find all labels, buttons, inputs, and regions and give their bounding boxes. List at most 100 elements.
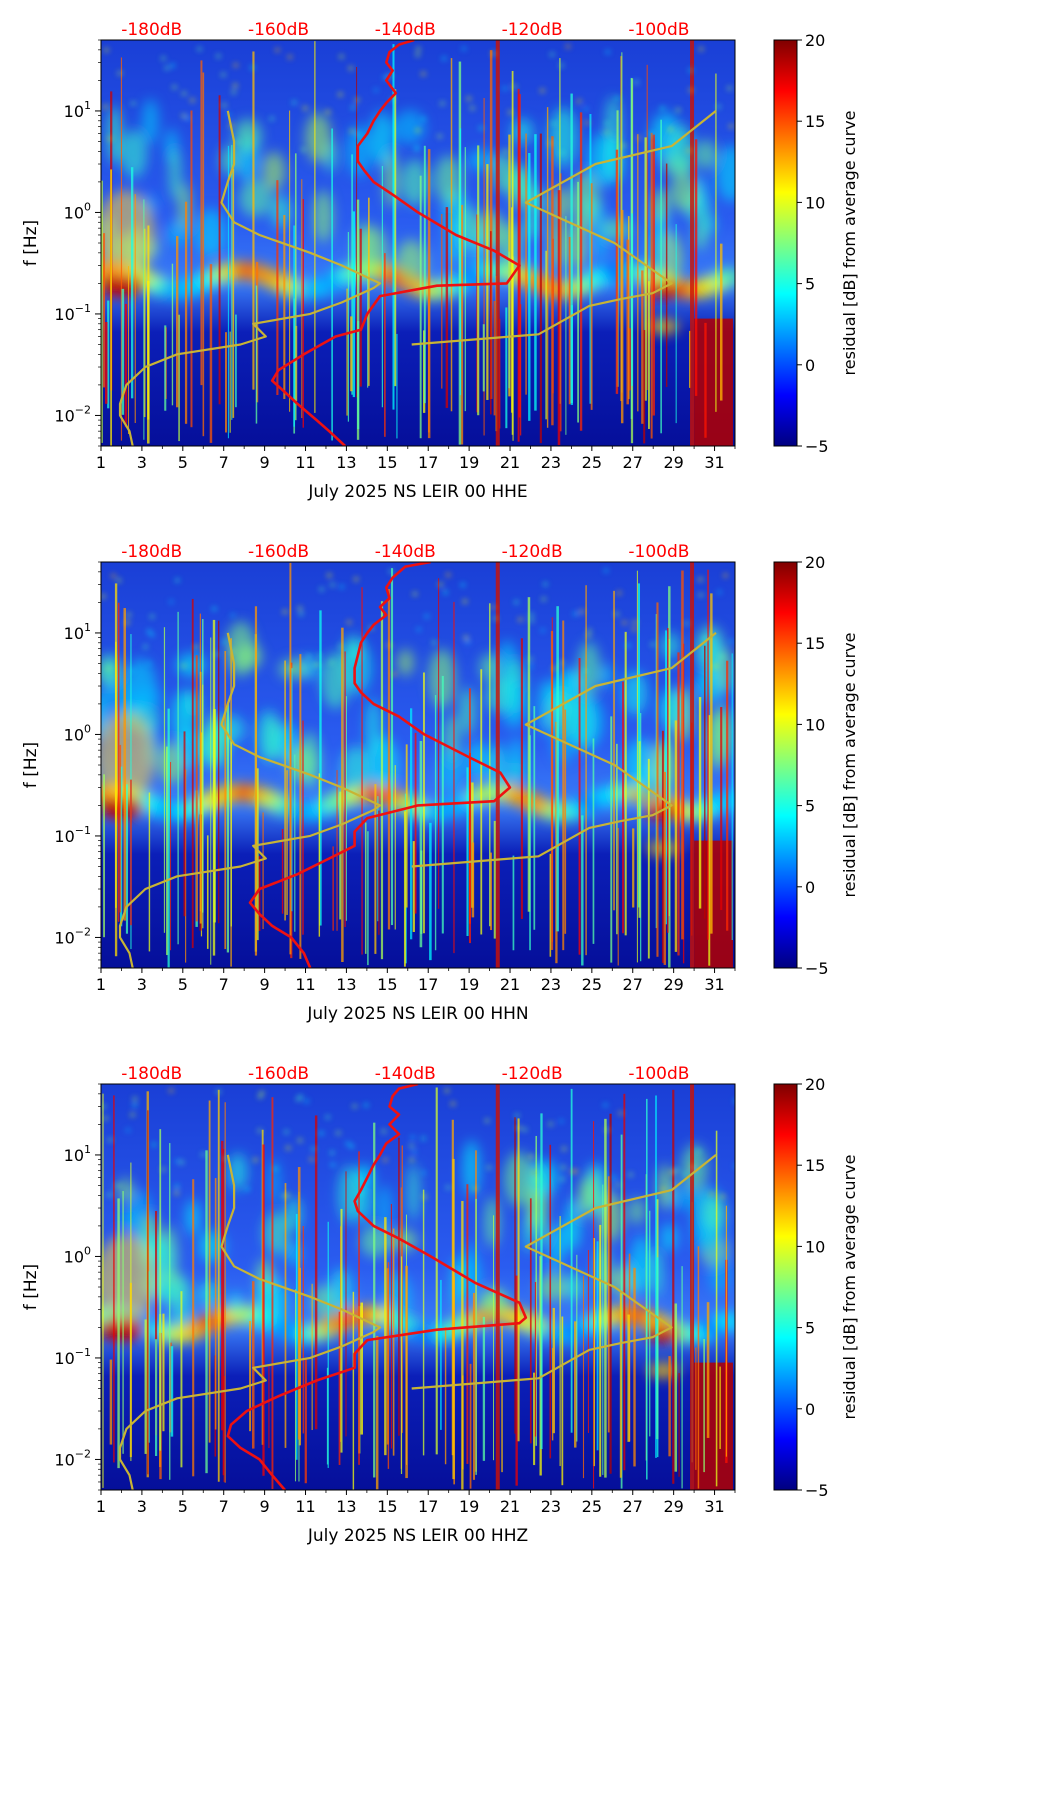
spectrogram-streaks: [103, 562, 733, 968]
colorbar-label: residual [dB] from average curve: [840, 633, 859, 898]
nhnm-line: [411, 110, 717, 346]
curve-layer: [118, 40, 717, 446]
top-db-label: -140dB: [375, 1064, 436, 1084]
colorbar-tick-label: 20: [805, 31, 825, 50]
colorbar: −5 0 5 10 15 20 residual [dB] from average cur…: [773, 1075, 859, 1500]
x-tick-label: 1: [96, 975, 106, 994]
top-db-label: -100dB: [628, 542, 689, 562]
y-tick-exponent: −1: [75, 302, 91, 315]
y-tick-label: 101: [64, 1143, 91, 1165]
y-tick-exponent: 1: [84, 1143, 91, 1156]
x-tick-label: 15: [377, 1497, 397, 1516]
y-tick-base: 10: [54, 827, 74, 846]
x-axis-label: July 2025 NS LEIR 00 HHN: [306, 1004, 528, 1024]
x-tick-label: 1: [96, 453, 106, 472]
x-tick-label: 19: [459, 975, 479, 994]
x-tick-label: 3: [137, 1497, 147, 1516]
nlnm-line: [118, 110, 382, 446]
y-tick-base: 10: [64, 725, 84, 744]
y-axis-label: f [Hz]: [21, 220, 41, 266]
y-tick-exponent: −1: [75, 824, 91, 837]
top-db-label: -140dB: [375, 20, 436, 40]
colorbar-tick-label: −5: [805, 1481, 829, 1500]
x-tick-label: 23: [541, 453, 561, 472]
spectrogram-speckle: [101, 1089, 735, 1199]
nlnm-line: [118, 1154, 382, 1490]
nhnm-line: [411, 1154, 717, 1390]
y-tick-label: 100: [64, 1244, 91, 1266]
y-tick-exponent: 0: [84, 200, 91, 213]
top-db-axis: -180dB -160dB -140dB -120dB -100dB: [121, 542, 689, 562]
top-db-label: -120dB: [502, 20, 563, 40]
x-tick-label: 9: [260, 453, 270, 472]
y-tick-label: 10−1: [54, 824, 91, 846]
y-tick-base: 10: [64, 1146, 84, 1165]
colorbar-tick-label: 10: [805, 1237, 825, 1256]
spectrogram: [101, 40, 735, 446]
colorbar-tick-label: 20: [805, 553, 825, 572]
colorbar-tick-label: 0: [805, 878, 815, 897]
top-db-label: -160dB: [248, 542, 309, 562]
top-db-label: -160dB: [248, 20, 309, 40]
x-tick-label: 11: [295, 453, 315, 472]
colorbar-tick-label: 5: [805, 797, 815, 816]
top-db-axis: -180dB -160dB -140dB -120dB -100dB: [121, 20, 689, 40]
x-tick-label: 31: [704, 453, 724, 472]
x-tick-label: 27: [623, 975, 643, 994]
x-axis: 1 3 5 7 9 11 13 15 17 19 21 23 25 27 29 31: [96, 446, 736, 472]
x-axis: 1 3 5 7 9 11 13 15 17 19 21 23 25 27 29 31: [96, 1490, 736, 1516]
x-tick-label: 25: [582, 975, 602, 994]
y-tick-base: 10: [54, 928, 74, 947]
x-axis-label: July 2025 NS LEIR 00 HHZ: [307, 1526, 528, 1546]
colorbar-gradient: [773, 39, 798, 447]
x-tick-label: 9: [260, 975, 270, 994]
top-db-label: -160dB: [248, 1064, 309, 1084]
x-axis: 1 3 5 7 9 11 13 15 17 19 21 23 25 27 29 31: [96, 968, 736, 994]
nhnm-line: [411, 632, 717, 868]
y-tick-base: 10: [54, 1450, 74, 1469]
top-db-label: -140dB: [375, 542, 436, 562]
y-tick-base: 10: [64, 102, 84, 121]
y-tick-base: 10: [64, 624, 84, 643]
y-axis-label: f [Hz]: [21, 742, 41, 788]
x-tick-label: 9: [260, 1497, 270, 1516]
x-tick-label: 17: [418, 1497, 438, 1516]
colorbar: −5 0 5 10 15 20 residual [dB] from average cur…: [773, 553, 859, 978]
average-psd-line: [270, 40, 521, 446]
top-db-label: -100dB: [628, 1064, 689, 1084]
y-tick-label: 10−1: [54, 1346, 91, 1368]
average-psd-line: [248, 562, 512, 968]
average-psd-line: [226, 1084, 528, 1490]
x-tick-label: 7: [219, 1497, 229, 1516]
spectrogram-lowfreq-block: [694, 318, 733, 446]
x-tick-label: 15: [377, 975, 397, 994]
colorbar-gradient: [773, 1083, 798, 1491]
spectrogram: [101, 1084, 735, 1490]
top-db-label: -180dB: [121, 20, 182, 40]
y-tick-exponent: 0: [84, 722, 91, 735]
curve-layer: [118, 1084, 717, 1490]
colorbar: −5 0 5 10 15 20 residual [dB] from average cur…: [773, 31, 859, 456]
y-tick-label: 101: [64, 621, 91, 643]
y-tick-exponent: −2: [75, 1447, 91, 1460]
top-db-label: -180dB: [121, 1064, 182, 1084]
y-axis-label: f [Hz]: [21, 1264, 41, 1310]
x-tick-label: 29: [663, 975, 683, 994]
x-tick-label: 5: [178, 453, 188, 472]
spectrogram-speckle: [101, 569, 734, 676]
x-tick-label: 17: [418, 975, 438, 994]
x-tick-label: 21: [500, 975, 520, 994]
colorbar-tick-label: 0: [805, 1400, 815, 1419]
y-tick-base: 10: [64, 1247, 84, 1266]
top-db-label: -180dB: [121, 542, 182, 562]
y-tick-label: 10−2: [54, 403, 91, 425]
y-tick-label: 10−2: [54, 925, 91, 947]
x-tick-label: 1: [96, 1497, 106, 1516]
x-tick-label: 13: [336, 1497, 356, 1516]
x-tick-label: 11: [295, 1497, 315, 1516]
y-tick-base: 10: [54, 406, 74, 425]
